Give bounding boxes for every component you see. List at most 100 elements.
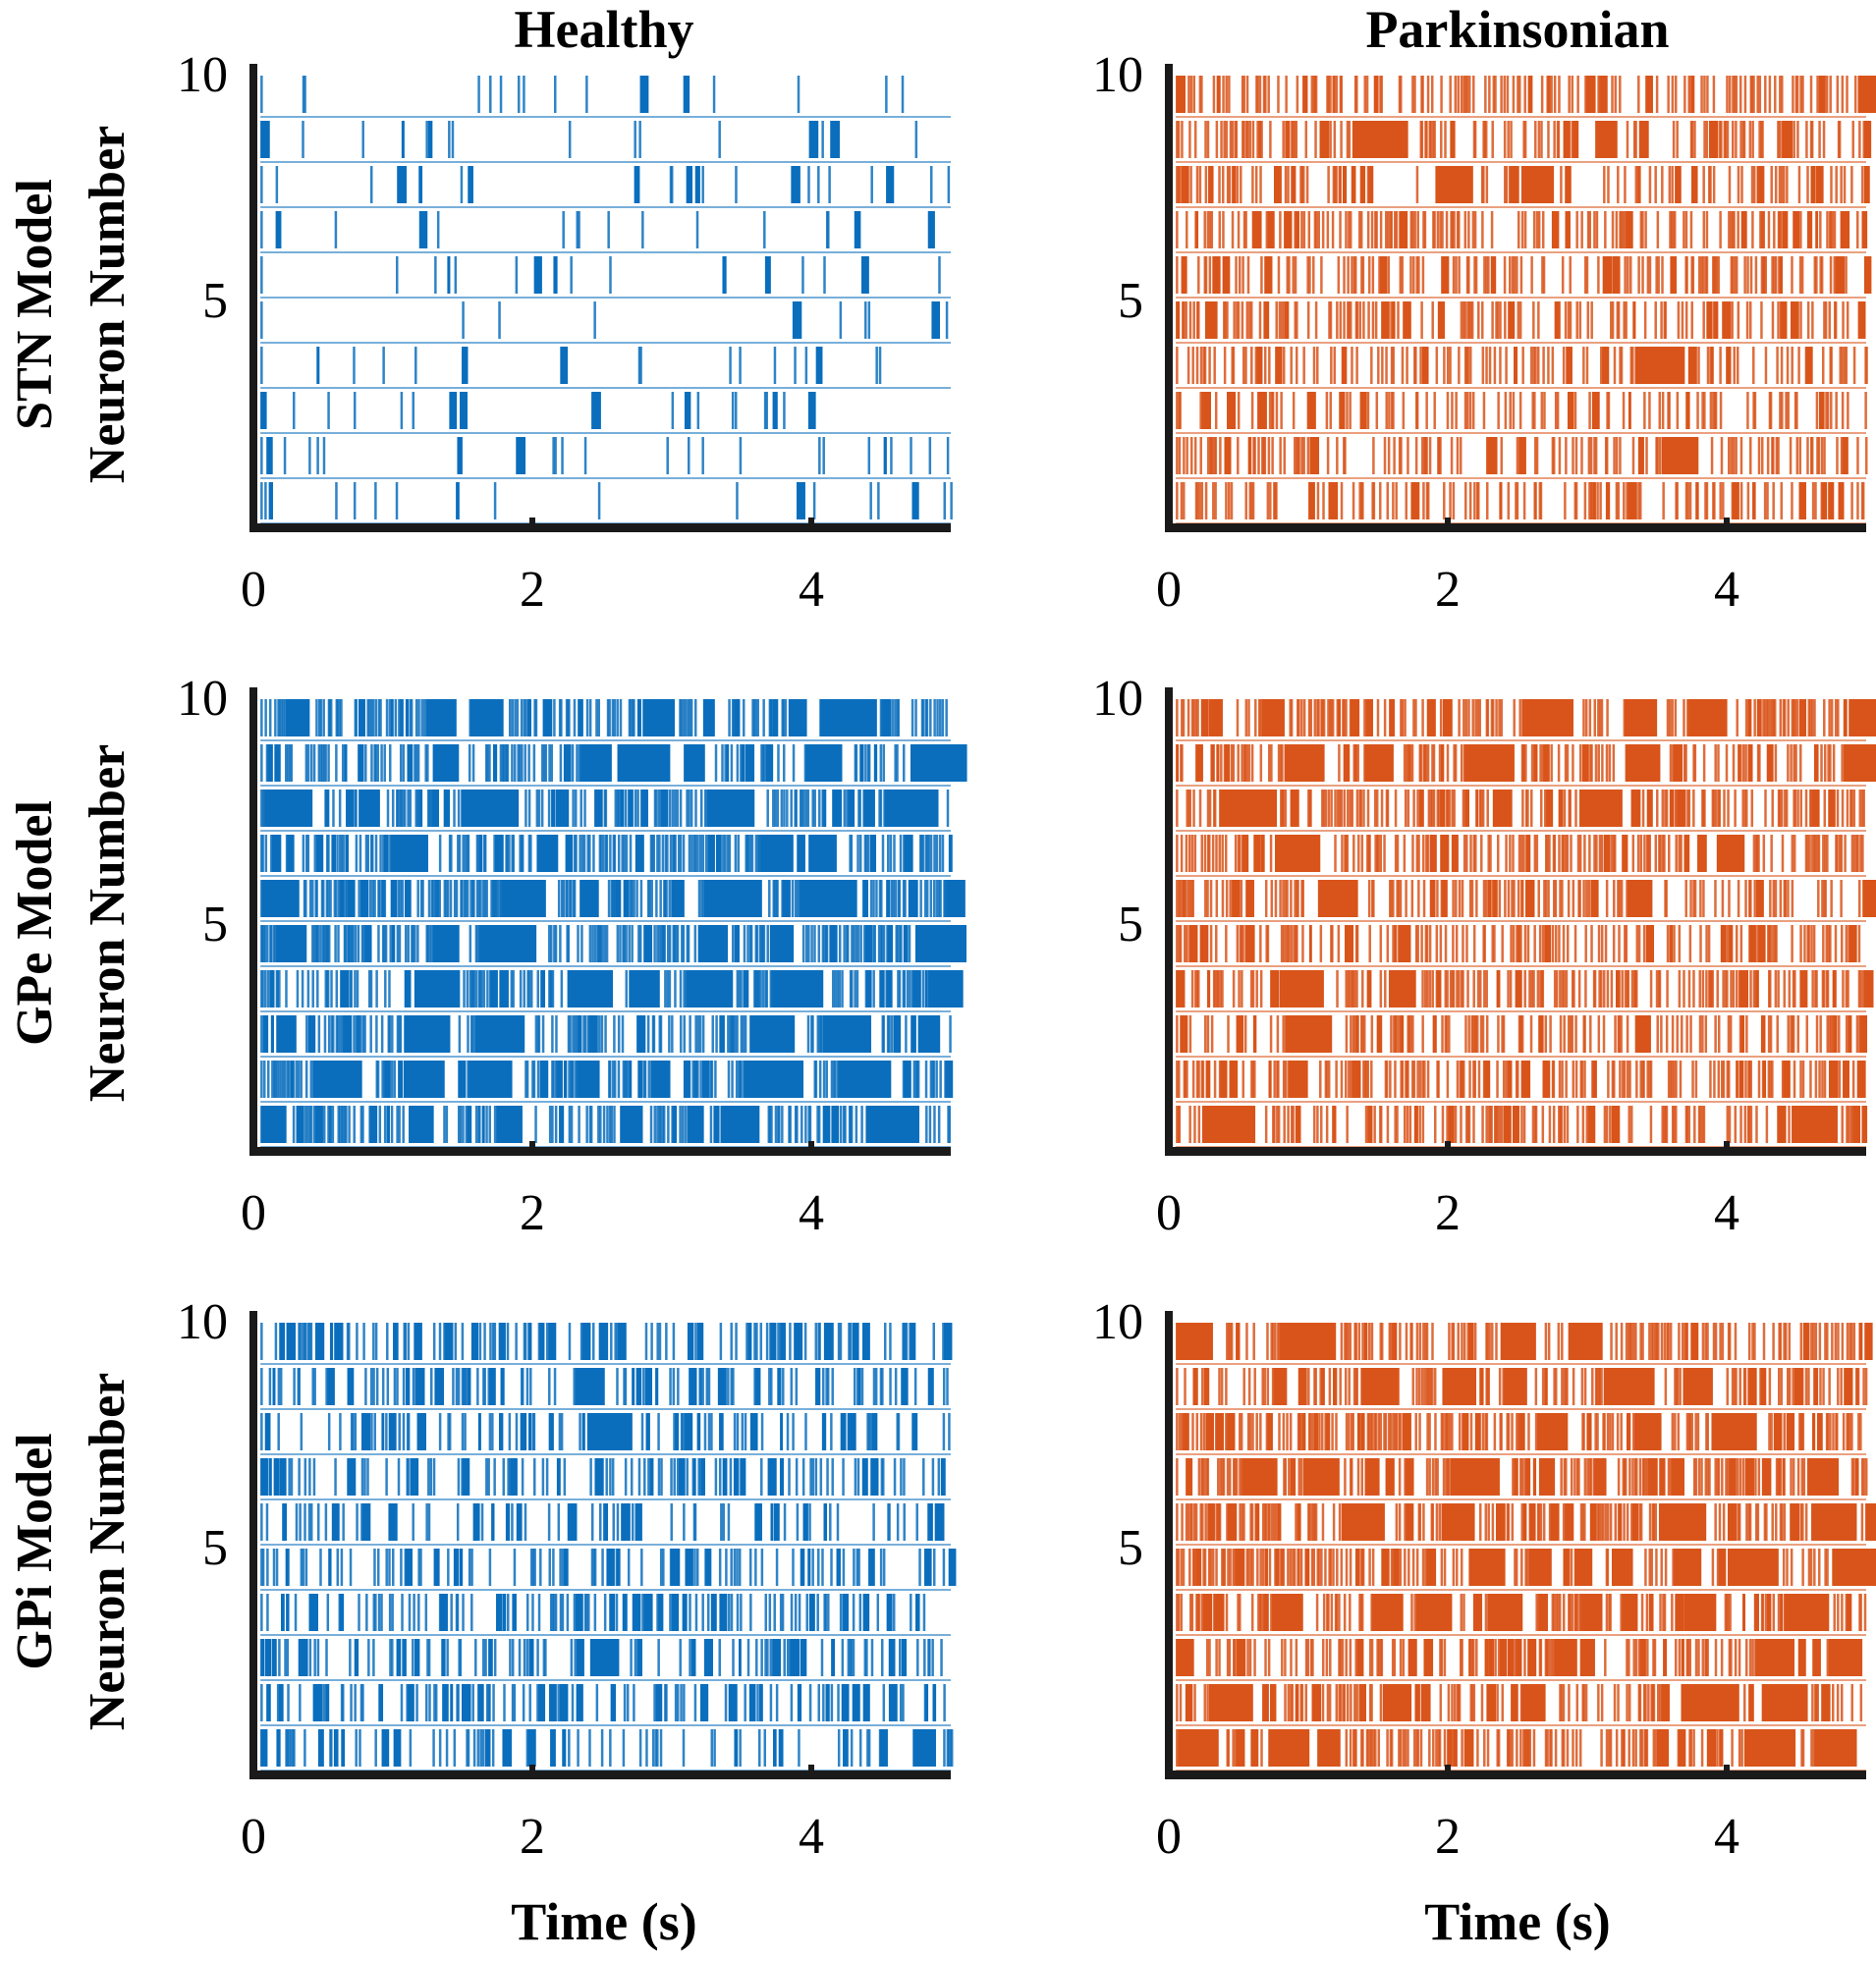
- spike-burst: [1670, 256, 1678, 294]
- spike: [313, 1639, 316, 1676]
- spike: [1462, 925, 1464, 962]
- spike-burst: [1388, 970, 1416, 1008]
- spike: [666, 835, 669, 872]
- spike: [1405, 880, 1407, 917]
- spike: [878, 790, 881, 827]
- spike: [1626, 1015, 1629, 1053]
- spike: [532, 1413, 536, 1450]
- spike-burst: [288, 835, 295, 872]
- spike: [759, 1323, 763, 1360]
- spike: [677, 1368, 680, 1405]
- spike: [537, 1594, 541, 1631]
- spike-burst: [329, 1323, 334, 1360]
- spike-burst: [1638, 121, 1649, 158]
- spike: [765, 970, 769, 1008]
- spike: [1743, 256, 1746, 294]
- spike: [781, 1106, 784, 1143]
- spike: [740, 744, 743, 782]
- spike-burst: [671, 880, 685, 917]
- spike: [1639, 1061, 1642, 1098]
- spike: [416, 925, 419, 962]
- spike: [1517, 925, 1520, 962]
- spike: [1679, 1061, 1683, 1098]
- spike: [730, 1549, 733, 1586]
- spike: [947, 1729, 951, 1767]
- spike: [924, 835, 928, 872]
- spike: [1704, 1015, 1708, 1053]
- spike: [729, 1458, 733, 1496]
- spike-burst: [1492, 790, 1513, 827]
- spike: [462, 301, 465, 339]
- spike: [1649, 1061, 1653, 1098]
- spike: [1685, 1106, 1689, 1143]
- spike-burst: [1863, 256, 1872, 294]
- spike: [641, 211, 644, 248]
- spike: [856, 925, 860, 962]
- spike: [1590, 482, 1594, 519]
- spike: [1719, 392, 1723, 429]
- spike: [1755, 1106, 1758, 1143]
- spike: [1470, 1015, 1474, 1053]
- spike: [1203, 347, 1207, 384]
- spike: [1520, 1015, 1524, 1053]
- spike: [467, 835, 470, 872]
- spike: [533, 699, 536, 736]
- spike: [794, 347, 797, 384]
- spike-burst: [296, 1106, 304, 1143]
- spike-burst: [542, 699, 553, 736]
- spike-burst: [1520, 1061, 1531, 1098]
- spike: [1337, 925, 1341, 962]
- spike: [780, 790, 784, 827]
- spike: [1790, 744, 1793, 782]
- spike: [1772, 699, 1775, 736]
- spike: [772, 790, 775, 827]
- spike: [311, 970, 314, 1008]
- spike: [1539, 744, 1542, 782]
- spike: [304, 1061, 308, 1098]
- spike-burst: [1752, 482, 1756, 519]
- spike-burst: [643, 1594, 653, 1631]
- spike: [548, 744, 551, 782]
- spike: [1504, 301, 1507, 339]
- spike: [1188, 121, 1191, 158]
- spike: [1520, 211, 1524, 248]
- spike: [680, 1684, 683, 1721]
- spike: [1306, 256, 1309, 294]
- spike: [1686, 482, 1689, 519]
- spike-burst: [1591, 392, 1600, 429]
- spike: [837, 1323, 841, 1360]
- spike: [1654, 301, 1657, 339]
- spike-burst: [553, 256, 558, 294]
- spike: [1611, 301, 1615, 339]
- spike: [454, 1323, 458, 1360]
- spike: [1844, 835, 1847, 872]
- spike-burst: [314, 1323, 325, 1360]
- spike: [760, 744, 763, 782]
- spike: [1316, 482, 1320, 519]
- neuron-row-9: [260, 121, 951, 163]
- spike: [266, 1061, 270, 1098]
- spike: [801, 1458, 805, 1496]
- spike: [1843, 347, 1847, 384]
- spike: [1840, 925, 1844, 962]
- spike: [1541, 925, 1545, 962]
- spike: [1798, 437, 1802, 474]
- spike: [1209, 925, 1213, 962]
- spike: [521, 1368, 524, 1405]
- spike-burst: [364, 925, 372, 962]
- spike: [286, 1639, 290, 1676]
- spike: [1836, 790, 1840, 827]
- spike: [548, 1106, 552, 1143]
- spike: [1729, 1015, 1733, 1053]
- spike-burst: [1216, 76, 1221, 113]
- spike: [679, 835, 683, 872]
- spike: [337, 1106, 340, 1143]
- spike: [1674, 790, 1678, 827]
- spike-burst: [823, 1323, 834, 1360]
- spike: [725, 1549, 728, 1586]
- spike: [1398, 1729, 1401, 1767]
- spike: [1813, 256, 1817, 294]
- spike: [724, 835, 727, 872]
- spike: [1204, 121, 1207, 158]
- spike: [1561, 880, 1564, 917]
